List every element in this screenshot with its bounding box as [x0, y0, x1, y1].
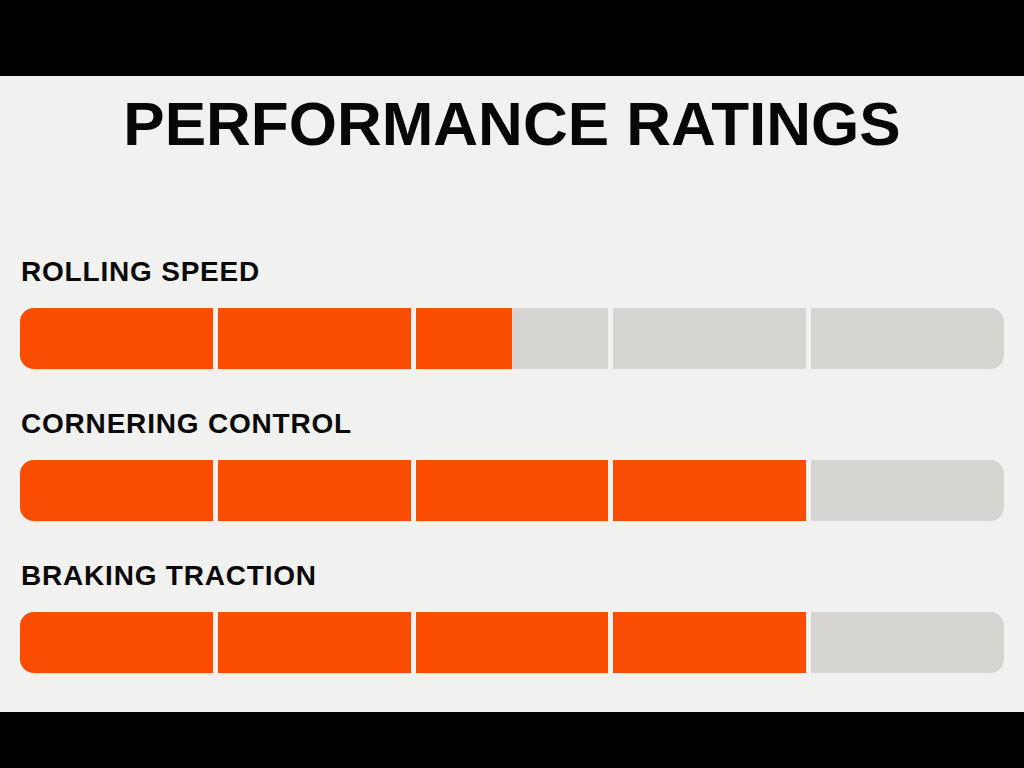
rating-label: BRAKING TRACTION [21, 560, 1004, 591]
letterbox-top [0, 0, 1024, 76]
letterbox-bottom [0, 712, 1024, 768]
rating-segment [811, 612, 1004, 673]
content-area: PERFORMANCE RATINGS ROLLING SPEED CORNERI… [0, 76, 1024, 712]
rating-segment [613, 612, 806, 673]
rating-row: ROLLING SPEED [20, 256, 1004, 369]
rating-bar [20, 460, 1004, 521]
rating-segment [811, 308, 1004, 369]
rating-segment [416, 612, 609, 673]
rating-segment [20, 612, 213, 673]
rating-label: CORNERING CONTROL [21, 408, 1004, 439]
rating-bar [20, 612, 1004, 673]
rating-segment [218, 308, 411, 369]
rating-segment [218, 460, 411, 521]
rating-segment [20, 460, 213, 521]
rating-segment [20, 308, 213, 369]
rating-label: ROLLING SPEED [21, 256, 1004, 287]
page-title: PERFORMANCE RATINGS [0, 90, 1024, 158]
rating-row: BRAKING TRACTION [20, 560, 1004, 673]
rating-segment [416, 460, 609, 521]
rating-segment [416, 308, 609, 369]
rating-segment [218, 612, 411, 673]
rating-bar [20, 308, 1004, 369]
rating-row: CORNERING CONTROL [20, 408, 1004, 521]
rating-segment [811, 460, 1004, 521]
rating-segment [613, 308, 806, 369]
performance-ratings-infographic: PERFORMANCE RATINGS ROLLING SPEED CORNERI… [0, 0, 1024, 768]
ratings-list: ROLLING SPEED CORNERING CONTROL BRAKING TR… [20, 256, 1004, 673]
rating-segment [613, 460, 806, 521]
